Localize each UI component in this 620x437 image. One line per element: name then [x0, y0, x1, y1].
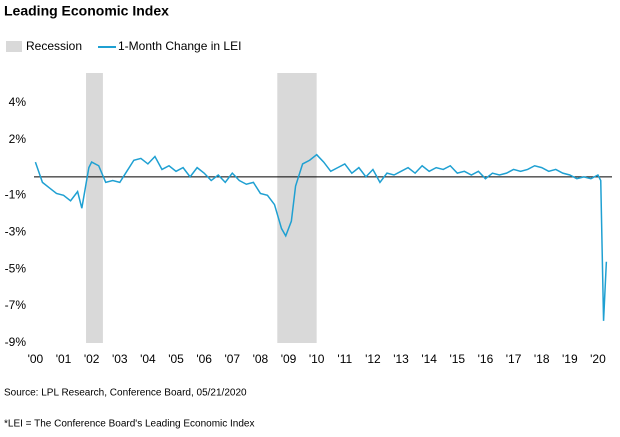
source: Source: LPL Research, Conference Board, … — [4, 388, 247, 399]
x-tick-label: '13 — [393, 352, 409, 366]
x-tick-label: '11 — [337, 352, 352, 366]
x-tick-label: '07 — [224, 352, 240, 366]
x-tick-label: '20 — [590, 352, 606, 366]
chart-title: Leading Economic Index — [4, 3, 169, 19]
x-tick-label: '08 — [253, 352, 269, 366]
x-tick-label: '17 — [506, 352, 522, 366]
x-tick-label: '01 — [56, 352, 72, 366]
recession-band — [277, 73, 317, 343]
y-tick-label: -1% — [5, 187, 27, 201]
x-tick-label: '14 — [421, 352, 437, 366]
y-tick-label: -3% — [5, 224, 27, 238]
x-tick-label: '09 — [281, 352, 297, 366]
y-tick-label: 2% — [9, 132, 27, 146]
x-tick-label: '03 — [112, 352, 128, 366]
y-tick-label: -5% — [5, 261, 27, 275]
x-tick-label: '06 — [196, 352, 212, 366]
x-tick-label: '05 — [168, 352, 184, 366]
y-tick-label: -7% — [5, 298, 27, 312]
x-tick-label: '18 — [534, 352, 550, 366]
y-tick-label: 4% — [9, 95, 27, 109]
legend-swatch — [6, 41, 22, 52]
y-tick-label: -9% — [5, 335, 27, 349]
x-tick-label: '12 — [365, 352, 381, 366]
series-line — [34, 153, 608, 321]
footnote: *LEI = The Conference Board's Leading Ec… — [4, 419, 255, 430]
x-tick-label: '16 — [478, 352, 494, 366]
legend-label: 1-Month Change in LEI — [118, 39, 241, 53]
x-tick-label: '19 — [562, 352, 578, 366]
recession-band — [86, 73, 103, 343]
x-tick-label: '00 — [28, 352, 44, 366]
x-tick-label: '15 — [449, 352, 465, 366]
x-tick-label: '04 — [140, 352, 156, 366]
x-tick-label: '02 — [84, 352, 100, 366]
x-tick-label: '10 — [309, 352, 325, 366]
legend-label: Recession — [26, 39, 82, 53]
